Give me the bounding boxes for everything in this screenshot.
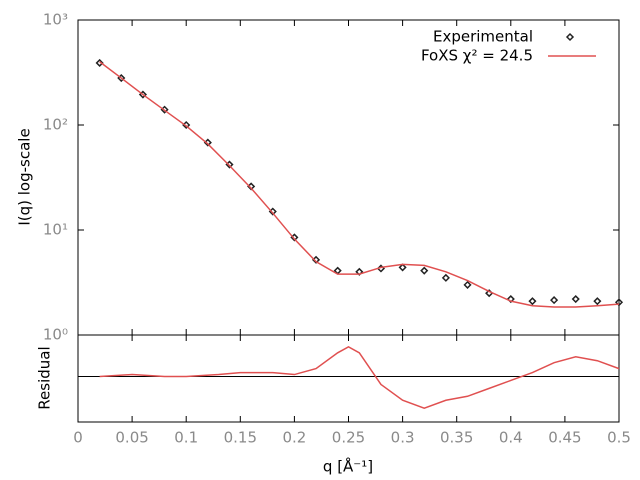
x-tick-label: 0 — [73, 429, 83, 447]
data-point — [117, 73, 126, 83]
data-point — [398, 263, 407, 272]
x-tick-label: 0.2 — [282, 429, 306, 447]
data-point — [333, 266, 342, 275]
series-line — [99, 61, 620, 308]
x-tick-label: 0.1 — [174, 429, 198, 447]
legend-label: FoXS χ² = 24.5 — [421, 47, 533, 65]
x-tick-label: 0.4 — [499, 429, 523, 447]
y-tick-label: 10³ — [43, 11, 68, 29]
data-point — [420, 266, 429, 275]
x-tick-label: 0.45 — [548, 429, 581, 447]
series-line — [99, 346, 620, 409]
data-point — [441, 273, 450, 282]
y-axis-label: I(q) log-scale — [16, 128, 34, 225]
y-axis-label: Residual — [36, 346, 54, 409]
data-point — [182, 120, 191, 130]
data-point — [463, 280, 472, 289]
x-axis-label: q [Å⁻¹] — [323, 457, 373, 476]
y-tick-label: 10⁰ — [43, 326, 68, 344]
data-point — [528, 297, 537, 306]
data-point — [376, 264, 386, 273]
plot-frame — [77, 19, 620, 336]
x-tick-label: 0.25 — [332, 429, 365, 447]
data-point — [95, 58, 104, 67]
data-point — [550, 296, 559, 305]
x-tick-label: 0.3 — [391, 429, 415, 447]
data-point — [290, 233, 299, 242]
data-point — [160, 105, 169, 114]
data-point — [203, 138, 212, 147]
x-tick-label: 0.05 — [115, 429, 148, 447]
y-tick-label: 10¹ — [43, 221, 68, 239]
data-point — [225, 160, 234, 169]
data-point — [571, 294, 580, 304]
data-point — [268, 207, 277, 216]
data-point — [593, 297, 602, 306]
data-point — [247, 182, 256, 191]
legend-marker — [565, 32, 575, 42]
data-point — [311, 255, 321, 264]
x-tick-label: 0.5 — [607, 429, 631, 447]
x-tick-label: 0.35 — [440, 429, 473, 447]
legend-label: Experimental — [433, 28, 533, 46]
plot-frame — [77, 334, 620, 423]
y-tick-label: 10² — [43, 116, 68, 134]
data-point — [138, 90, 147, 99]
x-tick-label: 0.15 — [224, 429, 257, 447]
